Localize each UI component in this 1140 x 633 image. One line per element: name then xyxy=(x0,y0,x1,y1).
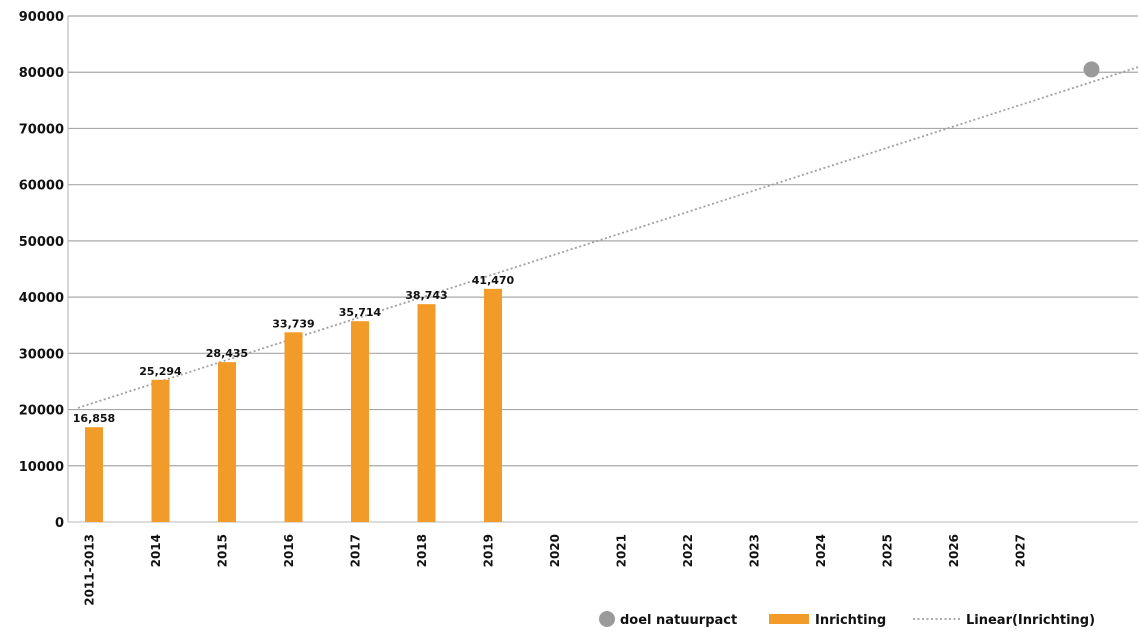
y-tick-label: 50000 xyxy=(19,235,64,250)
x-tick-label: 2019 xyxy=(482,534,496,567)
legend-label: doel natuurpact xyxy=(620,613,737,628)
bar xyxy=(484,288,502,522)
x-tick-label: 2020 xyxy=(548,534,562,567)
data-label: 33,739 xyxy=(272,317,314,330)
bar xyxy=(284,332,303,522)
x-tick-label: 2017 xyxy=(349,534,363,567)
y-tick-label: 60000 xyxy=(19,179,64,194)
data-label: 28,435 xyxy=(206,347,248,360)
legend-label: Linear(Inrichting) xyxy=(966,613,1095,628)
x-tick-label: 2024 xyxy=(814,534,828,567)
goal-point xyxy=(1083,61,1100,78)
x-tick-label: 2018 xyxy=(415,534,429,567)
legend-label: Inrichting xyxy=(815,613,886,628)
data-label: 35,714 xyxy=(339,306,382,319)
trendline xyxy=(77,66,1139,409)
data-labels-layer: 16,858 25,294 28,435 33,739 35,714 38,743 41,4… xyxy=(73,274,515,425)
bars-layer xyxy=(85,61,1100,522)
x-tick-label: 2011-2013 xyxy=(83,534,97,606)
data-label: 38,743 xyxy=(405,289,447,302)
y-axis: 0 10000 20000 30000 40000 50000 60000 70000 8000… xyxy=(19,10,69,531)
legend-swatch-bar xyxy=(769,614,809,624)
x-tick-label: 2025 xyxy=(881,534,895,567)
y-tick-label: 80000 xyxy=(19,66,64,81)
x-tick-label: 2023 xyxy=(748,534,762,567)
x-tick-label: 2016 xyxy=(282,534,296,567)
y-tick-label: 30000 xyxy=(19,347,64,362)
trendline-layer xyxy=(77,66,1139,409)
y-tick-label: 10000 xyxy=(19,460,64,475)
x-tick-label: 2022 xyxy=(681,534,695,567)
y-tick-label: 0 xyxy=(55,516,64,531)
y-tick-label: 20000 xyxy=(19,404,64,419)
data-label: 25,294 xyxy=(139,365,182,378)
x-tick-label: 2015 xyxy=(216,534,230,567)
x-tick-label: 2027 xyxy=(1014,534,1028,567)
y-tick-label: 70000 xyxy=(19,122,64,137)
x-tick-label: 2021 xyxy=(615,534,629,567)
x-tick-label: 2014 xyxy=(149,534,163,567)
legend-swatch-goal xyxy=(599,611,615,627)
data-label: 16,858 xyxy=(73,412,115,425)
x-tick-label: 2026 xyxy=(947,534,961,567)
bar xyxy=(417,304,436,522)
data-label: 41,470 xyxy=(472,274,515,287)
y-tick-label: 90000 xyxy=(19,10,64,25)
x-axis: 2011-2013 2014 2015 2016 2017 2018 2019 2020 202… xyxy=(83,534,1028,606)
bar xyxy=(85,427,103,522)
bar xyxy=(351,321,369,522)
bar xyxy=(218,362,236,522)
y-tick-label: 40000 xyxy=(19,291,64,306)
legend: doel natuurpact Inrichting Linear(Inrichti… xyxy=(599,611,1095,628)
bar xyxy=(151,379,170,522)
